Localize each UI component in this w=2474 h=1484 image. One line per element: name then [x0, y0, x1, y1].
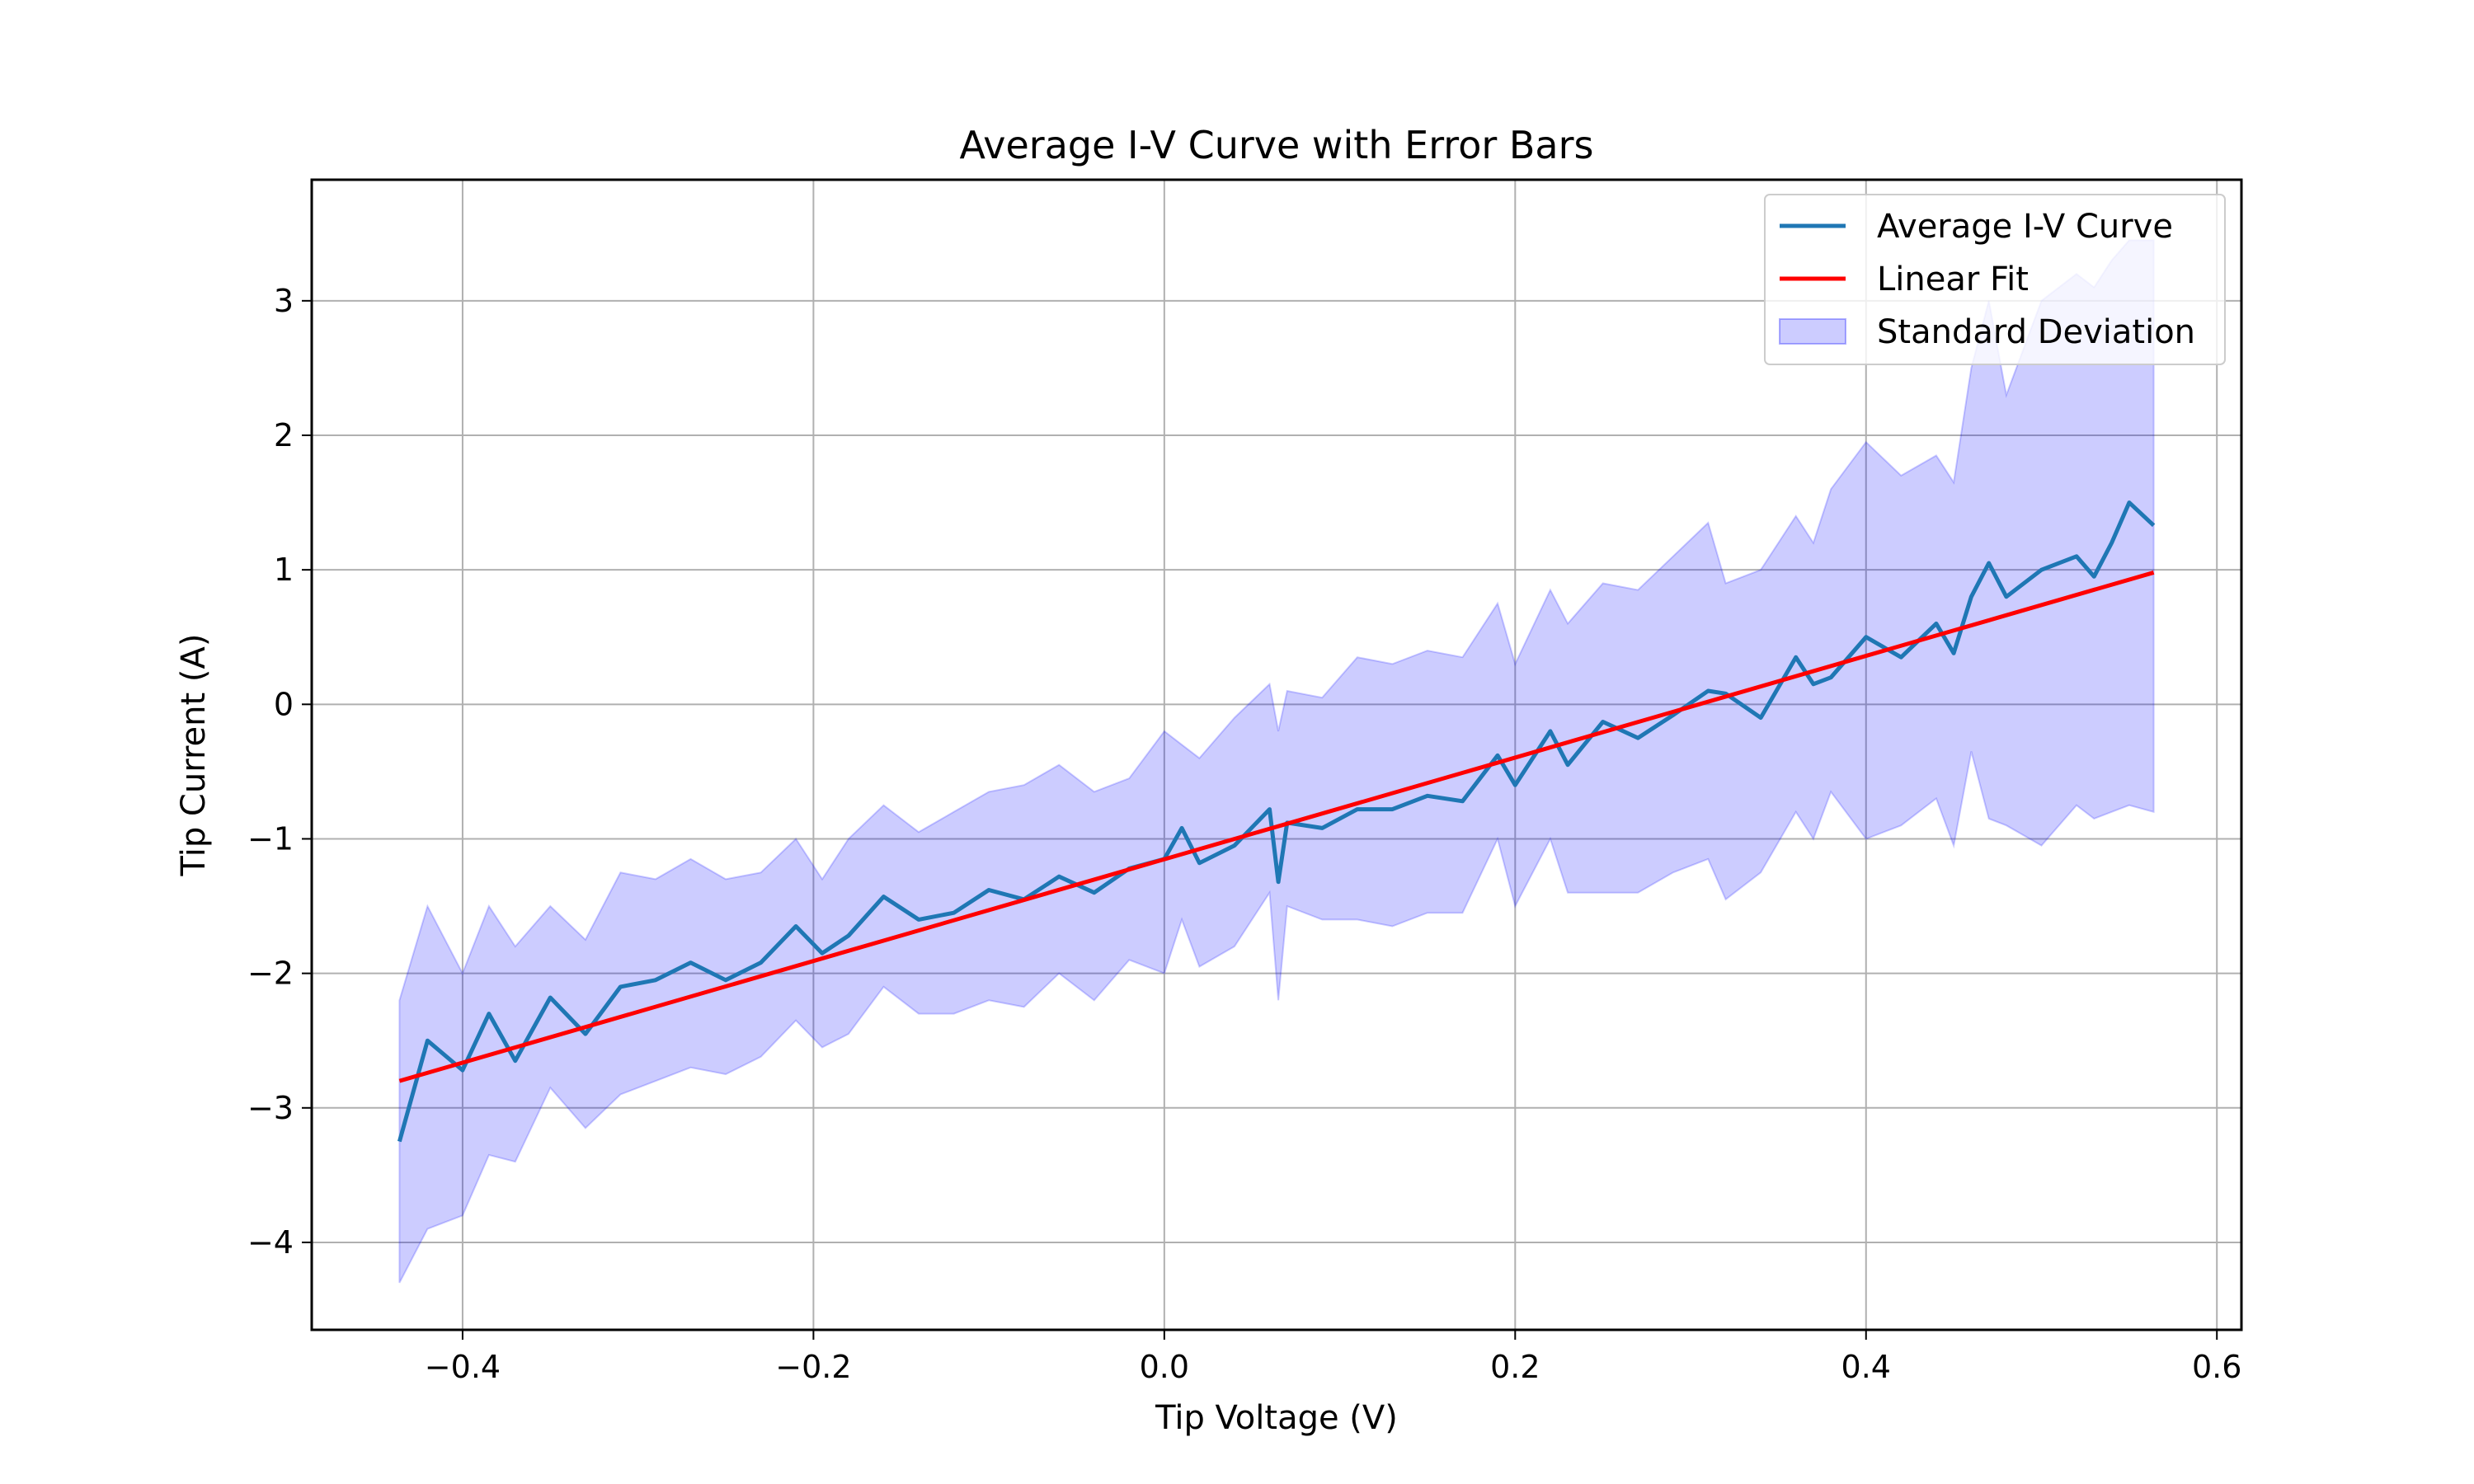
x-tick-label: −0.2: [775, 1349, 851, 1385]
legend: Average I-V Curve Linear Fit Standard De…: [1764, 194, 2226, 365]
y-tick-label: 2: [274, 417, 294, 453]
legend-label-average: Average I-V Curve: [1877, 208, 2173, 246]
legend-box: [1764, 194, 2226, 365]
y-tick-label: −3: [247, 1090, 294, 1126]
legend-label-band: Standard Deviation: [1877, 313, 2195, 351]
y-tick-label: 3: [274, 283, 294, 319]
axes-frame: [310, 178, 2243, 1331]
lines-layer: [397, 500, 2156, 1143]
linear-fit-line: [398, 571, 2155, 1083]
x-tick-label: 0.6: [2192, 1349, 2241, 1385]
legend-swatch-band: [1779, 318, 1846, 345]
std-band-layer: [398, 239, 2155, 1284]
chart-title: Average I-V Curve with Error Bars: [960, 123, 1594, 167]
legend-label-fit: Linear Fit: [1877, 261, 2029, 298]
y-tick-label: −2: [247, 956, 294, 992]
x-tick-label: 0.0: [1140, 1349, 1189, 1385]
average-iv-line: [397, 500, 2156, 1143]
x-tick-label: −0.4: [425, 1349, 501, 1385]
x-tick-label: 0.2: [1490, 1349, 1540, 1385]
y-tick-label: −1: [247, 820, 294, 857]
y-tick-label: 0: [274, 686, 294, 722]
x-tick-label: 0.4: [1841, 1349, 1891, 1385]
y-axis-label: Tip Current (A): [175, 634, 213, 877]
y-tick-label: 1: [274, 552, 294, 588]
ticks: −0.4 −0.2 0.0 0.2 0.4 0.6 −4 −3 −2 −1 0 1 2 3: [247, 283, 2241, 1385]
x-axis-label: Tip Voltage (V): [1155, 1399, 1398, 1437]
y-tick-label: −4: [247, 1224, 294, 1261]
std-band: [398, 239, 2155, 1284]
